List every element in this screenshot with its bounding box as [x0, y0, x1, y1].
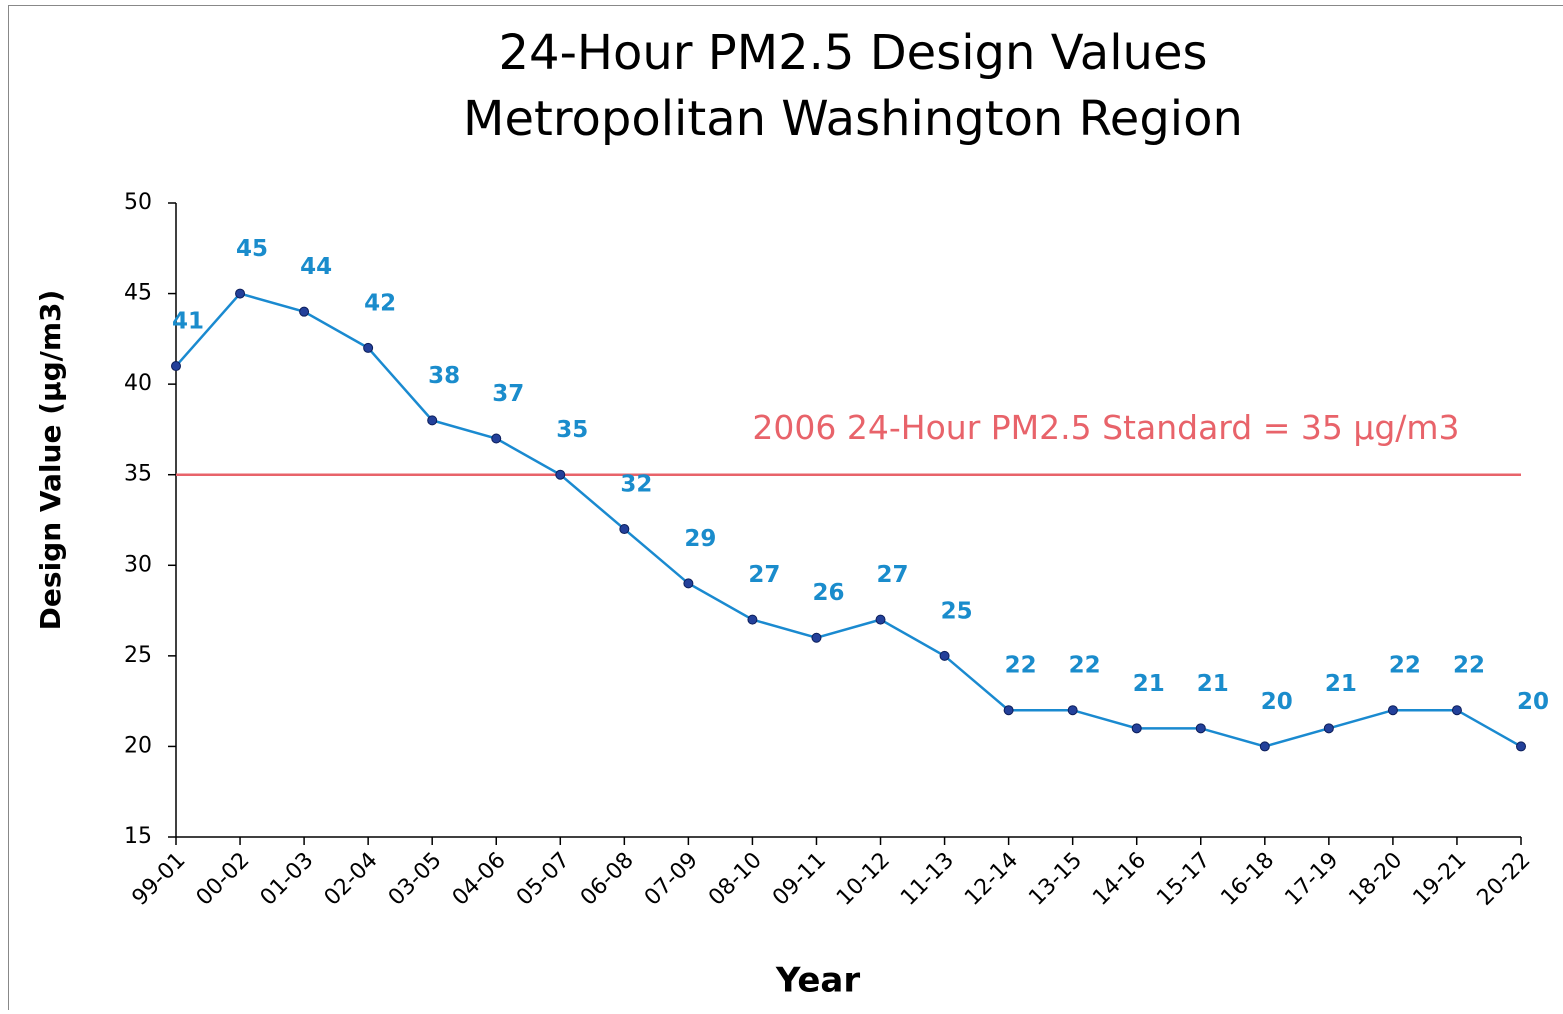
y-tick-label: 25	[124, 643, 152, 668]
data-label: 35	[556, 417, 588, 443]
data-point	[428, 416, 437, 425]
data-label: 27	[877, 562, 909, 588]
data-point	[1517, 742, 1526, 751]
y-tick-label: 40	[124, 371, 152, 396]
data-label: 21	[1325, 671, 1357, 697]
y-tick-label: 45	[124, 281, 152, 306]
data-point	[1388, 706, 1397, 715]
data-label: 44	[300, 254, 332, 280]
data-label: 45	[236, 236, 268, 262]
data-label: 38	[428, 363, 460, 389]
data-point	[300, 307, 309, 316]
data-label: 21	[1197, 671, 1229, 697]
data-label: 32	[620, 472, 652, 498]
y-axis-label: Design Value (µg/m3)	[34, 290, 67, 631]
data-label: 42	[364, 290, 396, 316]
data-point	[556, 470, 565, 479]
data-point	[1132, 724, 1141, 733]
data-label: 22	[1453, 653, 1485, 679]
data-label: 22	[1069, 653, 1101, 679]
data-label: 20	[1517, 689, 1549, 715]
y-tick-label: 50	[124, 190, 152, 215]
data-label: 41	[172, 309, 204, 335]
data-point	[364, 343, 373, 352]
chart-title: 24-Hour PM2.5 Design Values	[498, 25, 1207, 81]
data-label: 37	[492, 381, 524, 407]
data-point	[876, 615, 885, 624]
data-label: 22	[1005, 653, 1037, 679]
y-tick-label: 35	[124, 462, 152, 487]
data-label: 26	[812, 580, 844, 606]
data-label: 20	[1261, 689, 1293, 715]
y-tick-label: 30	[124, 552, 152, 577]
data-label: 25	[941, 598, 973, 624]
data-point	[1452, 706, 1461, 715]
data-point	[1260, 742, 1269, 751]
data-point	[620, 525, 629, 534]
data-point	[940, 651, 949, 660]
data-label: 21	[1133, 671, 1165, 697]
chart-subtitle: Metropolitan Washington Region	[463, 91, 1243, 147]
data-point	[172, 362, 181, 371]
data-point	[1068, 706, 1077, 715]
data-label: 29	[684, 526, 716, 552]
data-point	[684, 579, 693, 588]
data-label: 22	[1389, 653, 1421, 679]
reference-label: 2006 24-Hour PM2.5 Standard = 35 µg/m3	[752, 408, 1459, 447]
data-point	[236, 289, 245, 298]
y-tick-label: 20	[124, 733, 152, 758]
data-point	[812, 633, 821, 642]
data-point	[1004, 706, 1013, 715]
data-point	[748, 615, 757, 624]
data-point	[1324, 724, 1333, 733]
x-axis-label: Year	[775, 961, 861, 1001]
y-tick-label: 15	[124, 824, 152, 849]
data-point	[492, 434, 501, 443]
data-point	[1196, 724, 1205, 733]
data-label: 27	[748, 562, 780, 588]
